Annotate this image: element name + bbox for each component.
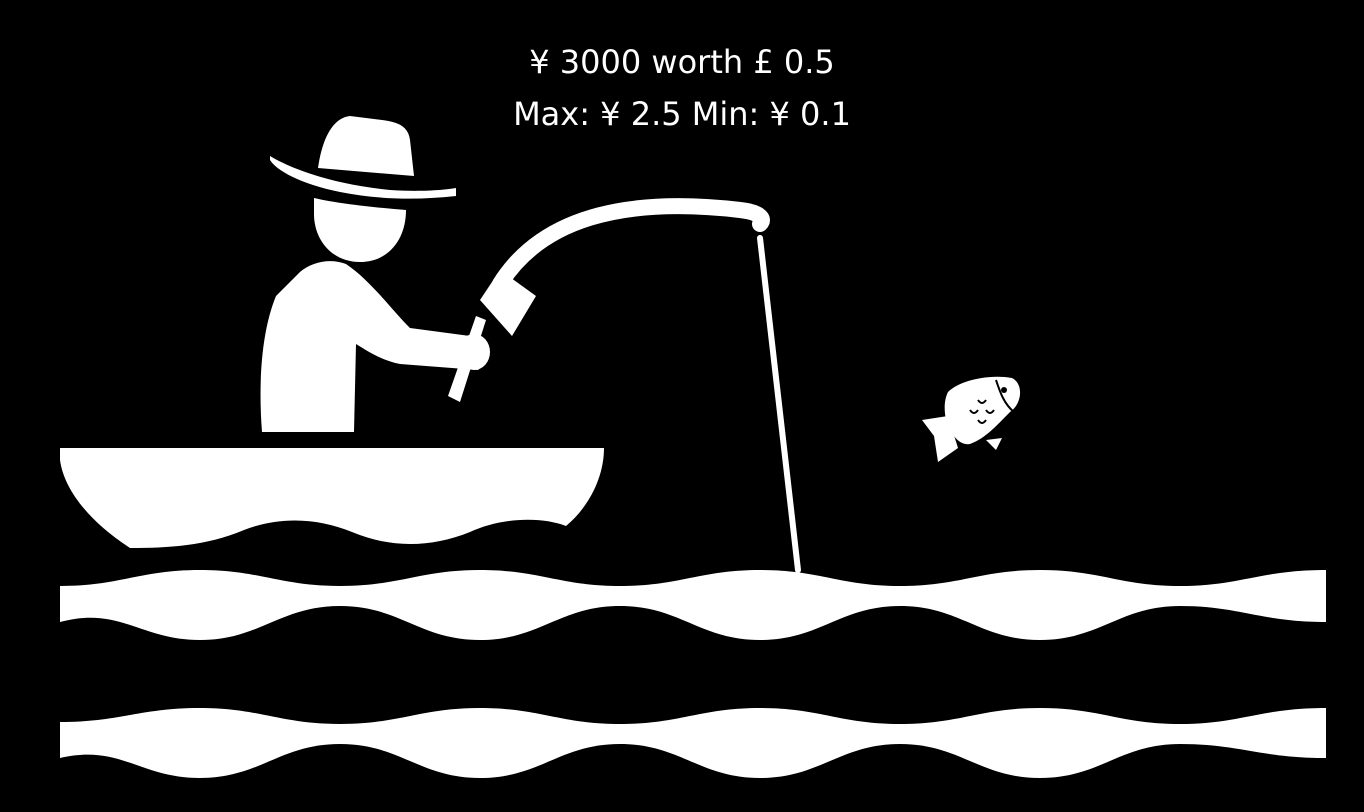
price-range-text: Max: ¥ 2.5 Min: ¥ 0.1 (513, 95, 851, 133)
fishing-line-icon (757, 235, 801, 573)
boat-icon (60, 448, 604, 548)
fishing-rod-icon (492, 198, 770, 292)
fish-icon[interactable] (922, 376, 1021, 462)
fisherman-icon (260, 116, 536, 432)
wave-icon (60, 570, 1326, 778)
exchange-rate-text: ¥ 3000 worth £ 0.5 (529, 43, 835, 81)
